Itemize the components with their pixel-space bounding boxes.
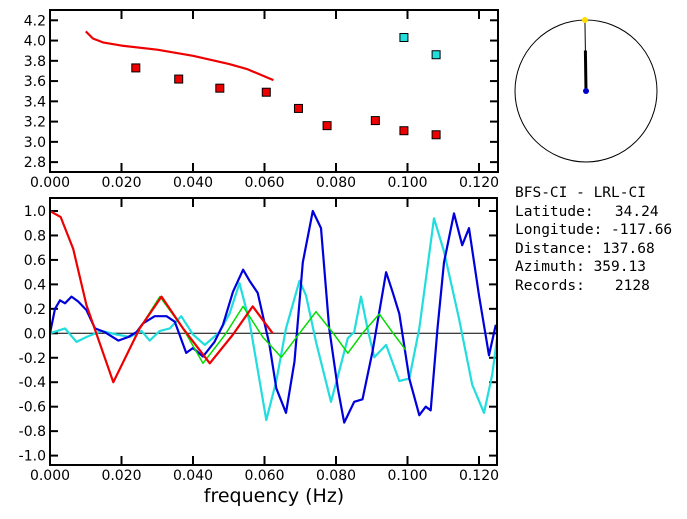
- info-longitude: Longitude: -117.66: [515, 221, 672, 240]
- series-line-blue: [50, 209, 497, 424]
- x-tick-label: 0.060: [244, 175, 284, 191]
- y-tick-label: 0.8: [24, 228, 46, 244]
- data-point: [131, 63, 141, 73]
- x-tick-label: 0.040: [173, 468, 213, 484]
- x-tick-label: 0.080: [316, 468, 356, 484]
- series-line-green: [85, 295, 407, 383]
- correlation-panel: 0.000 0.020 0.040 0.060 0.080 0.100 0.120 1.0 0.…: [19, 197, 499, 507]
- info-label: Azimuth:: [515, 259, 585, 276]
- x-tick-label: 0.020: [101, 468, 141, 484]
- series-line-cyan: [50, 217, 497, 422]
- velocity-panel: 0.000 0.020 0.040 0.060 0.080 0.100 0.120 2.8 3.…: [24, 9, 499, 191]
- y-tick-label: -0.2: [19, 351, 46, 367]
- x-tick-label: 0.120: [459, 175, 499, 191]
- station-dot: [581, 17, 588, 24]
- y-tick-label: 4.0: [24, 34, 46, 50]
- y-tick-label: 0.6: [24, 253, 46, 269]
- info-label: Latitude:: [515, 203, 594, 220]
- y-tick-label: 0.0: [24, 326, 46, 342]
- x-tick-label: 0.100: [387, 175, 427, 191]
- info-label: Longitude:: [515, 222, 603, 239]
- info-latitude: Latitude: 34.24: [515, 203, 672, 222]
- y-tick-label: -0.6: [19, 400, 46, 416]
- x-tick-label: 0.000: [30, 175, 70, 191]
- info-distance: Distance: 137.68: [515, 240, 672, 259]
- data-point: [215, 83, 225, 93]
- data-point: [261, 87, 271, 97]
- y-tick-label: -0.8: [19, 424, 46, 440]
- station-info-panel: BFS-CI - LRL-CI Latitude: 34.24 Longitude…: [515, 184, 672, 296]
- y-tick-label: 1.0: [24, 204, 46, 220]
- x-tick-label: 0.080: [316, 175, 356, 191]
- data-point: [322, 121, 332, 131]
- data-point: [293, 103, 303, 113]
- station-pair-title: BFS-CI - LRL-CI: [515, 185, 646, 201]
- plot-frame: [49, 197, 498, 466]
- info-value: 137.68: [602, 240, 655, 257]
- info-label: Distance:: [515, 240, 594, 257]
- info-value: -117.66: [611, 222, 673, 239]
- y-tick-label: 3.6: [24, 74, 46, 90]
- info-azimuth: Azimuth: 359.13: [515, 258, 672, 277]
- plot-frame: [49, 9, 499, 173]
- x-tick-label: 0.000: [30, 468, 70, 484]
- series-line-red: [50, 210, 274, 384]
- y-tick-label: 3.4: [24, 94, 46, 110]
- y-tick-label: 2.8: [24, 155, 46, 171]
- data-point: [370, 116, 380, 126]
- data-point: [431, 50, 441, 60]
- azimuth-line-thick: [583, 50, 588, 92]
- x-tick-label: 0.060: [244, 468, 284, 484]
- y-tick-label: 0.2: [24, 302, 46, 318]
- y-tick-label: 3.2: [24, 115, 46, 131]
- info-value: 34.24: [614, 203, 659, 220]
- x-tick-label: 0.100: [387, 468, 427, 484]
- x-axis-label: frequency (Hz): [204, 485, 344, 507]
- y-tick-label: 4.2: [24, 13, 46, 29]
- data-point: [174, 74, 184, 84]
- y-tick-label: 0.4: [24, 277, 46, 293]
- y-tick-label: 3.0: [24, 135, 46, 151]
- x-tick-label: 0.020: [101, 175, 141, 191]
- plot-area: [50, 209, 497, 424]
- series-line-model-curve: [85, 30, 274, 82]
- info-value: 2128: [614, 277, 650, 294]
- info-label: Records:: [515, 277, 585, 294]
- x-tick-label: 0.040: [173, 175, 213, 191]
- data-point: [431, 130, 441, 140]
- data-point: [399, 126, 409, 136]
- plot-area: [85, 30, 441, 140]
- center-station-dot: [583, 88, 589, 94]
- x-tick-label: 0.120: [459, 468, 499, 484]
- y-tick-label: -0.4: [19, 375, 46, 391]
- data-point: [399, 33, 409, 43]
- info-value: 359.13: [593, 259, 646, 276]
- y-tick-label: -1.0: [19, 449, 46, 465]
- y-tick-label: 3.8: [24, 54, 46, 70]
- info-records: Records: 2128: [515, 277, 672, 296]
